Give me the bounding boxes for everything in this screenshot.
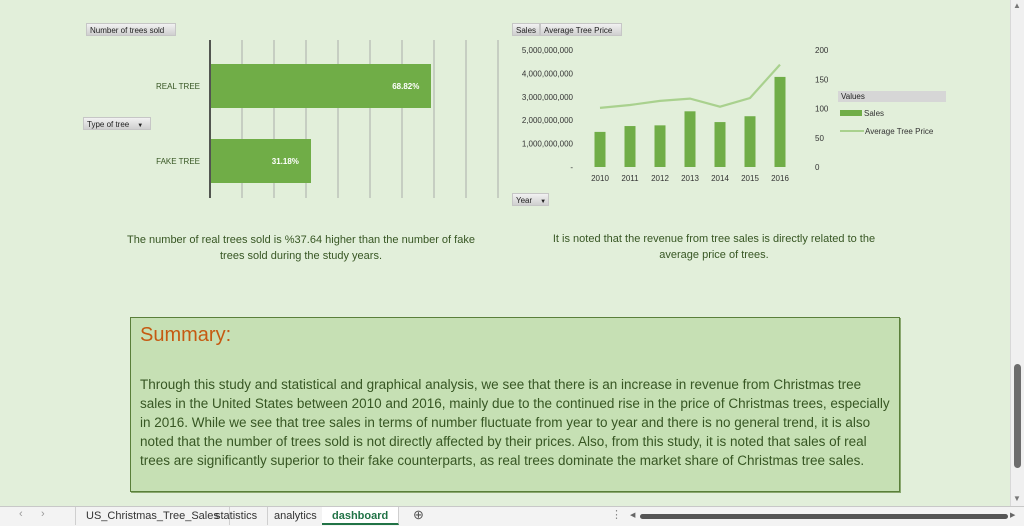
category-label: FAKE TREE xyxy=(156,157,200,166)
vertical-scroll-thumb[interactable] xyxy=(1014,364,1021,468)
tab-bar-more-icon[interactable]: ⋮ xyxy=(611,509,622,521)
y2-tick-label: 0 xyxy=(815,163,820,172)
summary-text: Through this study and statistical and g… xyxy=(140,377,890,468)
value-field-button[interactable]: Number of trees sold xyxy=(86,23,176,36)
y2-tick-label: 200 xyxy=(815,46,829,55)
dashboard-sheet: Number of trees sold Type of tree ▼ 68.82… xyxy=(83,23,946,492)
tab-statistics[interactable]: statistics xyxy=(205,507,269,525)
tab-us-christmas-tree-sales[interactable]: US_Christmas_Tree_Sales xyxy=(75,507,230,525)
horizontal-scrollbar[interactable]: ◀ ▶ xyxy=(630,512,1018,521)
sales-bar[interactable] xyxy=(594,131,606,167)
y-tick-label: 2,000,000,000 xyxy=(522,116,574,125)
bar-real-tree[interactable] xyxy=(211,64,432,108)
legend-title-box xyxy=(838,91,946,102)
legend-sales-label: Sales xyxy=(864,109,884,118)
tab-label: US_Christmas_Tree_Sales xyxy=(86,510,219,522)
y2-tick-label: 50 xyxy=(815,134,824,143)
bar-data-label: 68.82% xyxy=(392,82,420,91)
sheet-tab-bar: ‹ › US_Christmas_Tree_Sales statistics a… xyxy=(0,506,1024,526)
dropdown-arrow-icon: ▼ xyxy=(540,199,547,205)
add-sheet-button[interactable]: ⊕ xyxy=(413,507,424,522)
summary-title: Summary: xyxy=(140,324,232,346)
x-tick-label: 2012 xyxy=(651,174,669,183)
y-tick-label: - xyxy=(570,163,573,172)
left-chart-gridlines xyxy=(209,40,499,198)
sales-bar[interactable] xyxy=(624,126,636,167)
tab-nav-prev-icon[interactable]: ‹ xyxy=(19,508,23,520)
sales-field-button[interactable]: Sales xyxy=(512,23,540,36)
tab-label: dashboard xyxy=(332,510,389,522)
tab-dashboard[interactable]: dashboard xyxy=(322,507,400,525)
legend-title: Values xyxy=(841,92,865,101)
tab-label: analytics xyxy=(274,510,317,522)
tab-analytics[interactable]: analytics xyxy=(264,507,328,525)
tab-nav-next-icon[interactable]: › xyxy=(41,508,45,520)
right-chart: - 1,000,000,000 2,000,000,000 3,000,000,000… xyxy=(522,46,946,183)
horizontal-scroll-thumb[interactable] xyxy=(640,514,1008,519)
scroll-left-icon[interactable]: ◀ xyxy=(630,512,636,519)
sales-bar[interactable] xyxy=(654,125,666,167)
x-tick-label: 2010 xyxy=(591,174,609,183)
y-tick-label: 5,000,000,000 xyxy=(522,46,574,55)
sales-bar[interactable] xyxy=(744,116,756,167)
average-price-line[interactable] xyxy=(599,63,781,109)
right-note: It is noted that the revenue from tree s… xyxy=(552,233,876,261)
y-tick-label: 3,000,000,000 xyxy=(522,93,574,102)
x-tick-label: 2011 xyxy=(621,174,639,183)
vertical-scrollbar[interactable]: ▲ ▼ xyxy=(1010,0,1024,506)
avg-price-field-label: Average Tree Price xyxy=(544,26,613,35)
summary-box: Summary: Through this study and statisti… xyxy=(130,317,900,492)
sales-field-label: Sales xyxy=(516,26,537,35)
tab-label: statistics xyxy=(215,510,258,522)
scroll-down-icon[interactable]: ▼ xyxy=(1013,494,1021,503)
y2-tick-label: 100 xyxy=(815,105,829,114)
value-field-label: Number of trees sold xyxy=(90,26,165,35)
year-label: Year xyxy=(516,196,533,205)
x-tick-label: 2013 xyxy=(681,174,699,183)
sales-bar[interactable] xyxy=(714,122,726,167)
bar-fake-tree[interactable] xyxy=(211,139,311,183)
year-filter[interactable]: Year ▼ xyxy=(512,193,549,206)
scroll-up-icon[interactable]: ▲ xyxy=(1013,1,1021,10)
avg-price-field-button[interactable]: Average Tree Price xyxy=(540,23,622,36)
type-of-tree-label: Type of tree xyxy=(87,120,130,129)
bar-data-label: 31.18% xyxy=(271,157,299,166)
y2-tick-label: 150 xyxy=(815,75,829,84)
dropdown-arrow-icon: ▼ xyxy=(137,123,144,129)
legend-sales-swatch xyxy=(840,110,862,116)
sales-bar[interactable] xyxy=(774,76,786,167)
legend-price-label: Average Tree Price xyxy=(865,127,934,136)
x-tick-label: 2015 xyxy=(741,174,759,183)
category-label: REAL TREE xyxy=(155,82,200,91)
y-tick-label: 4,000,000,000 xyxy=(522,69,574,78)
left-note: The number of real trees sold is %37.64 … xyxy=(127,234,475,262)
x-tick-label: 2014 xyxy=(711,174,729,183)
type-of-tree-filter[interactable]: Type of tree ▼ xyxy=(83,117,151,130)
y-tick-label: 1,000,000,000 xyxy=(522,140,574,149)
sales-bar[interactable] xyxy=(684,111,696,167)
scroll-right-icon[interactable]: ▶ xyxy=(1010,512,1016,519)
x-tick-label: 2016 xyxy=(771,174,789,183)
